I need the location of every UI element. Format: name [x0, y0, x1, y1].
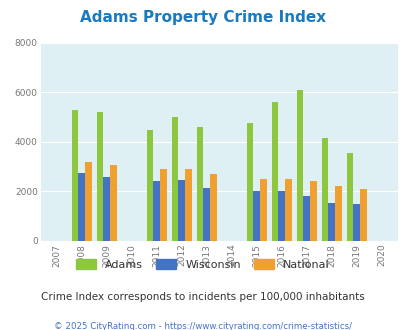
Bar — [321, 138, 328, 241]
Bar — [185, 169, 192, 241]
Bar — [72, 110, 78, 241]
Bar — [160, 169, 166, 241]
Legend: Adams, Wisconsin, National: Adams, Wisconsin, National — [72, 255, 333, 274]
Bar — [253, 191, 260, 241]
Text: Crime Index corresponds to incidents per 100,000 inhabitants: Crime Index corresponds to incidents per… — [41, 292, 364, 302]
Bar — [85, 162, 92, 241]
Bar — [103, 177, 110, 241]
Bar — [328, 203, 334, 241]
Bar — [178, 180, 185, 241]
Bar — [96, 112, 103, 241]
Bar — [278, 191, 284, 241]
Bar — [352, 204, 359, 241]
Bar — [146, 129, 153, 241]
Bar — [171, 117, 178, 241]
Bar — [196, 127, 203, 241]
Bar — [110, 165, 117, 241]
Bar — [210, 174, 216, 241]
Bar — [284, 179, 291, 241]
Bar — [296, 90, 303, 241]
Bar — [246, 123, 253, 241]
Bar — [260, 179, 266, 241]
Bar — [359, 189, 366, 241]
Bar — [271, 102, 278, 241]
Bar — [153, 182, 160, 241]
Bar — [309, 182, 316, 241]
Bar — [346, 153, 352, 241]
Bar — [203, 188, 210, 241]
Bar — [303, 196, 309, 241]
Text: © 2025 CityRating.com - https://www.cityrating.com/crime-statistics/: © 2025 CityRating.com - https://www.city… — [54, 322, 351, 330]
Bar — [334, 186, 341, 241]
Text: Adams Property Crime Index: Adams Property Crime Index — [80, 10, 325, 25]
Bar — [78, 173, 85, 241]
